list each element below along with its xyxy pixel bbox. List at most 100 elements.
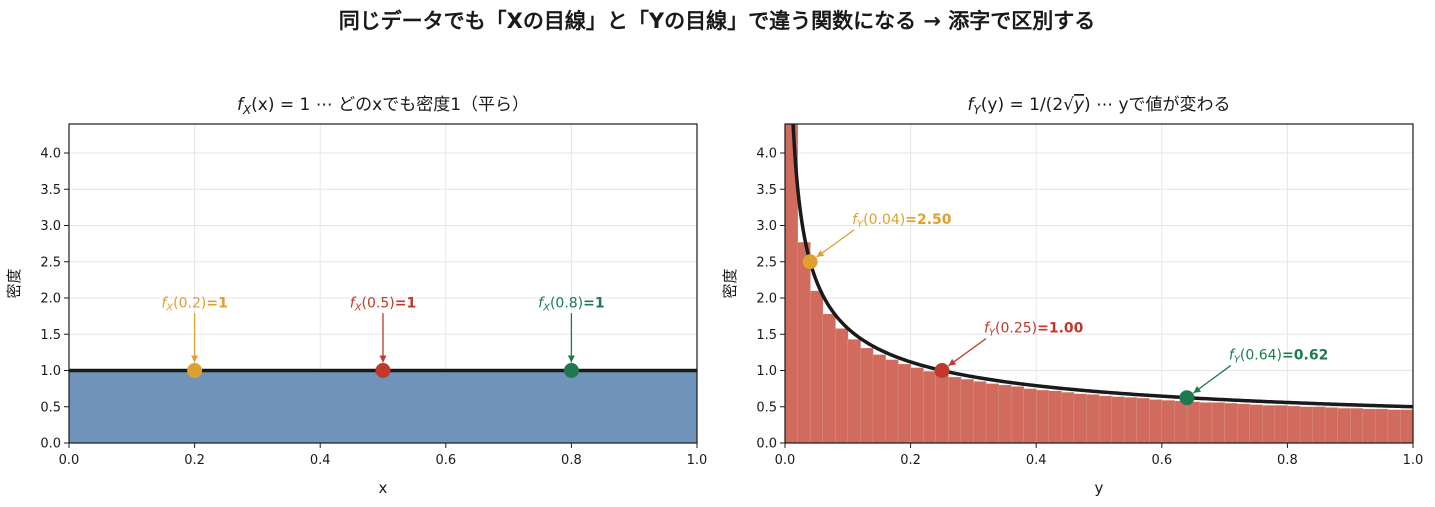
annotation-point (1179, 390, 1195, 406)
y-tick-label: 0.5 (756, 400, 777, 415)
annotation-arrowhead (379, 355, 387, 363)
y-axis-label: 密度 (5, 268, 23, 298)
histogram-bar (960, 379, 975, 443)
y-tick-label: 1.5 (40, 328, 61, 343)
histogram-bar (1249, 404, 1263, 443)
histogram-bar (973, 381, 987, 443)
annotation-label: fX(0.5)=1 (350, 295, 416, 313)
annotation-point (802, 254, 818, 270)
x-tick-label: 0.2 (900, 453, 921, 468)
histogram-bar (1199, 402, 1213, 443)
panel-title: fY(y) = 1/(2√y) ⋯ yで値が変わる (967, 95, 1230, 117)
histogram-bar (847, 339, 861, 443)
plot-area (785, 124, 1413, 443)
annotation-label: fY(0.25)=1.00 (984, 321, 1084, 339)
histogram-bar (1098, 395, 1113, 443)
histogram-bar (1362, 408, 1376, 443)
x-axis-label: y (1095, 479, 1104, 497)
x-tick-label: 0.8 (561, 453, 582, 468)
histogram-bar (1299, 406, 1314, 443)
histogram-bar (809, 290, 824, 443)
tick-labels: 0.0 0.2 0.4 0.6 0.8 1.0 0.0 0.5 1.0 1.5 2.0 2.5 3.0 3… (40, 147, 707, 469)
annotation-arrowhead (816, 250, 825, 258)
histogram-bar (860, 347, 874, 443)
histogram-bar (1111, 396, 1125, 443)
histogram-bar (1161, 400, 1175, 443)
histogram-bar (948, 376, 962, 443)
histogram-bar (1174, 400, 1188, 443)
x-tick-label: 0.4 (310, 453, 331, 468)
y-tick-label: 2.5 (40, 255, 61, 270)
y-tick-label: 0.0 (40, 437, 61, 452)
histogram-bar (1136, 397, 1150, 443)
histogram-bar (1324, 407, 1339, 443)
y-tick-label: 3.0 (756, 219, 777, 234)
tick-labels: 0.0 0.2 0.4 0.6 0.8 1.0 0.0 0.5 1.0 1.5 2.0 2.5 3.0 3… (756, 147, 1423, 469)
y-tick-label: 0.0 (756, 437, 777, 452)
annotation-point (563, 363, 579, 378)
panel-fy: 0.0 0.2 0.4 0.6 0.8 1.0 0.0 0.5 1.0 1.5 2.0 2.5 3.0 3… (721, 95, 1423, 497)
x-tick-label: 1.0 (687, 453, 708, 468)
panel-fx: 0.0 0.2 0.4 0.6 0.8 1.0 0.0 0.5 1.0 1.5 2.0 2.5 3.0 3… (5, 95, 707, 497)
y-tick-label: 1.0 (40, 364, 61, 379)
x-tick-label: 0.0 (59, 453, 80, 468)
histogram-bar (935, 373, 949, 443)
y-tick-label: 4.0 (40, 147, 61, 162)
histogram-bar (985, 383, 1000, 443)
histogram-bar (1375, 408, 1389, 443)
annotation-label: fY(0.64)=0.62 (1229, 347, 1328, 365)
annotation-label: fX(0.8)=1 (538, 295, 604, 313)
histogram-bar (1010, 386, 1025, 443)
y-tick-label: 1.5 (756, 328, 777, 343)
y-tick-label: 4.0 (756, 147, 777, 162)
x-tick-label: 0.4 (1026, 453, 1047, 468)
x-axis-label: x (379, 479, 388, 497)
histogram-bar (1312, 406, 1326, 443)
histogram-bar (872, 354, 887, 443)
annotation-arrowhead (948, 358, 957, 366)
histogram-bar (1023, 388, 1037, 443)
histogram-bar (1337, 408, 1351, 443)
histogram-bar (1349, 408, 1364, 443)
annotation-label: fX(0.2)=1 (161, 295, 227, 313)
figure-suptitle: 同じデータでも「Xの目線」と「Yの目線」で違う関数になる → 添字で区別する (339, 9, 1096, 33)
density-curve-y (791, 124, 1413, 409)
histogram-bar (1287, 405, 1301, 443)
x-tick-label: 0.6 (435, 453, 456, 468)
y-tick-label: 0.5 (40, 400, 61, 415)
annotation-arrowhead (567, 355, 575, 363)
histogram-bar (785, 124, 799, 443)
annotation-point (187, 363, 203, 378)
histogram-bar (1186, 401, 1201, 443)
histogram-bar (822, 313, 836, 443)
y-tick-label: 2.0 (40, 292, 61, 307)
histogram-bar (897, 363, 912, 443)
annotation-arrow (948, 338, 987, 367)
histogram-bar (1048, 390, 1062, 443)
y-axis-label: 密度 (721, 268, 739, 298)
histogram-bar (1149, 399, 1163, 443)
annotation-arrowhead (191, 355, 199, 363)
axes-frame (784, 123, 1414, 444)
histogram-bar (922, 371, 937, 443)
histogram-bar (797, 241, 811, 443)
histogram-bar (1061, 392, 1075, 443)
plot-area (69, 368, 697, 443)
histogram-bar (835, 328, 849, 443)
histogram-bar (1211, 402, 1226, 443)
y-tick-label: 1.0 (756, 364, 777, 379)
x-tick-label: 1.0 (1403, 453, 1424, 468)
histogram-bar (1262, 405, 1276, 443)
histogram-bar (1035, 389, 1050, 443)
histogram-bar (998, 384, 1012, 443)
annotations: fX(0.2)=1 fX(0.5)=1 fX(0.8)=1 (161, 295, 605, 378)
x-tick-label: 0.8 (1277, 453, 1298, 468)
y-tick-label: 3.0 (40, 219, 61, 234)
x-tick-label: 0.2 (184, 453, 205, 468)
histogram-bar (1274, 405, 1288, 443)
histogram-bar (885, 359, 899, 443)
annotation-point (934, 363, 950, 378)
histogram-bar (1073, 393, 1088, 443)
y-tick-label: 3.5 (756, 183, 777, 198)
